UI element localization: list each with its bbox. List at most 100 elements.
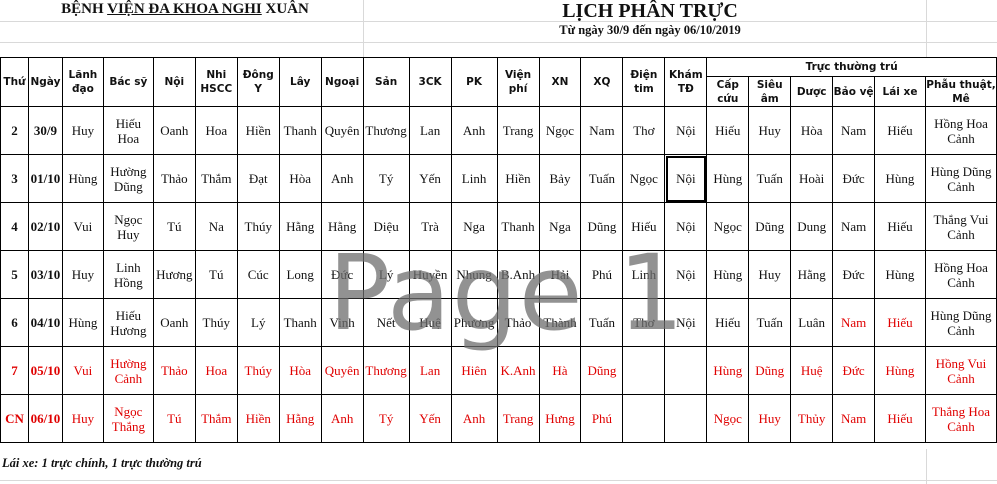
schedule-cell[interactable]: Hùng Dũng Cảnh — [924, 298, 997, 347]
schedule-cell[interactable]: Thúy — [236, 202, 280, 251]
schedule-cell[interactable]: Hiếu — [706, 106, 750, 155]
schedule-cell[interactable]: Nết — [362, 298, 410, 347]
schedule-cell[interactable]: Bảy — [538, 154, 582, 203]
schedule-cell[interactable]: Ngọc — [706, 394, 750, 443]
schedule-cell[interactable]: Huy — [61, 394, 104, 443]
schedule-cell[interactable]: Huy — [748, 250, 792, 299]
schedule-cell[interactable]: Tuấn — [580, 154, 624, 203]
schedule-cell[interactable]: Hòa — [278, 346, 322, 395]
schedule-cell[interactable]: Phương — [450, 298, 498, 347]
schedule-cell[interactable]: Lan — [408, 346, 452, 395]
schedule-cell[interactable]: Nội — [664, 298, 708, 347]
schedule-cell[interactable]: Linh — [450, 154, 498, 203]
schedule-cell[interactable]: Thương — [362, 346, 410, 395]
schedule-cell[interactable]: Nam — [832, 298, 876, 347]
schedule-cell[interactable]: Huyền — [408, 250, 452, 299]
schedule-cell[interactable]: Ngọc — [706, 202, 750, 251]
schedule-cell[interactable]: Vui — [61, 202, 104, 251]
schedule-cell[interactable] — [622, 346, 666, 395]
schedule-cell[interactable]: B.Anh — [496, 250, 540, 299]
schedule-cell[interactable]: Thảo — [152, 154, 196, 203]
schedule-cell[interactable]: Hùng — [61, 298, 104, 347]
schedule-cell[interactable]: Yến — [408, 394, 452, 443]
schedule-cell[interactable]: Linh Hồng — [102, 250, 154, 299]
schedule-cell[interactable]: Dũng — [580, 346, 624, 395]
schedule-cell[interactable]: Diệu — [362, 202, 410, 251]
schedule-cell[interactable]: Dũng — [580, 202, 624, 251]
schedule-cell[interactable]: Hùng — [874, 154, 926, 203]
schedule-cell[interactable]: Tú — [152, 394, 196, 443]
schedule-cell[interactable]: Hoài — [790, 154, 834, 203]
schedule-cell[interactable]: Đức — [832, 154, 876, 203]
schedule-cell[interactable]: Đức — [320, 250, 364, 299]
schedule-cell[interactable]: Vinh — [320, 298, 364, 347]
schedule-cell[interactable]: Hải — [538, 250, 582, 299]
schedule-cell[interactable]: Hiếu — [622, 202, 666, 251]
schedule-cell[interactable]: Hùng — [706, 346, 750, 395]
schedule-cell[interactable]: Oanh — [152, 298, 196, 347]
schedule-cell[interactable]: Hùng — [874, 250, 926, 299]
schedule-cell[interactable]: Oanh — [152, 106, 196, 155]
schedule-cell[interactable]: K.Anh — [496, 346, 540, 395]
schedule-cell[interactable]: Thảo — [152, 346, 196, 395]
schedule-cell[interactable]: Hồng Vui Cảnh — [924, 346, 997, 395]
schedule-cell[interactable]: Nam — [832, 394, 876, 443]
schedule-cell[interactable]: Anh — [450, 106, 498, 155]
schedule-cell[interactable]: Hằng — [790, 250, 834, 299]
schedule-cell[interactable]: Ngọc Huy — [102, 202, 154, 251]
schedule-cell[interactable]: Hiếu — [874, 298, 926, 347]
schedule-cell[interactable]: Hùng Dũng Cảnh — [924, 154, 997, 203]
schedule-cell[interactable]: Hiên — [450, 346, 498, 395]
schedule-cell[interactable]: Nhung — [450, 250, 498, 299]
schedule-cell[interactable]: Nội — [664, 250, 708, 299]
schedule-cell[interactable]: Thủy — [790, 394, 834, 443]
schedule-cell[interactable]: Hồng Hoa Cảnh — [924, 250, 997, 299]
schedule-cell[interactable]: Tú — [152, 202, 196, 251]
schedule-cell[interactable]: Thơ — [622, 106, 666, 155]
schedule-cell[interactable]: Hường Dũng — [102, 154, 154, 203]
schedule-cell[interactable]: Thúy — [236, 346, 280, 395]
schedule-cell[interactable]: Tý — [362, 154, 410, 203]
schedule-cell[interactable]: Đức — [832, 346, 876, 395]
schedule-cell[interactable]: Ngọc — [538, 106, 582, 155]
schedule-cell[interactable]: Ngọc — [622, 154, 666, 203]
schedule-cell[interactable]: Thảo — [496, 298, 540, 347]
schedule-cell[interactable]: Hòa — [278, 154, 322, 203]
schedule-cell[interactable]: Hiếu Hoa — [102, 106, 154, 155]
schedule-cell[interactable]: Thắm — [194, 394, 238, 443]
schedule-cell[interactable]: Thành — [538, 298, 582, 347]
schedule-cell[interactable]: Hương — [152, 250, 196, 299]
schedule-cell[interactable]: Hường Cảnh — [102, 346, 154, 395]
schedule-cell[interactable]: Trà — [408, 202, 452, 251]
schedule-cell[interactable]: Long — [278, 250, 322, 299]
schedule-cell[interactable]: Nội — [664, 202, 708, 251]
schedule-cell[interactable]: Hồng Hoa Cảnh — [924, 106, 997, 155]
schedule-cell[interactable] — [664, 394, 708, 443]
schedule-cell[interactable]: Dũng — [748, 346, 792, 395]
schedule-cell[interactable]: Hằng — [320, 202, 364, 251]
schedule-cell[interactable]: Nga — [450, 202, 498, 251]
schedule-cell[interactable]: Dũng — [748, 202, 792, 251]
schedule-cell[interactable]: Hiền — [236, 394, 280, 443]
schedule-cell[interactable]: Dung — [790, 202, 834, 251]
schedule-cell[interactable]: Hoa — [194, 106, 238, 155]
schedule-cell[interactable]: Nội — [664, 106, 708, 155]
schedule-cell[interactable]: Hiếu Hương — [102, 298, 154, 347]
schedule-cell[interactable]: Thắng Vui Cảnh — [924, 202, 997, 251]
schedule-cell[interactable]: Ngọc Thắng — [102, 394, 154, 443]
schedule-cell[interactable]: Lý — [362, 250, 410, 299]
schedule-cell[interactable]: Tú — [194, 250, 238, 299]
schedule-cell[interactable]: Hiếu — [874, 394, 926, 443]
schedule-cell[interactable]: Nam — [580, 106, 624, 155]
schedule-cell[interactable]: Quyên — [320, 106, 364, 155]
schedule-cell[interactable]: Anh — [320, 394, 364, 443]
schedule-cell[interactable]: Đạt — [236, 154, 280, 203]
schedule-cell[interactable]: Hiếu — [874, 106, 926, 155]
schedule-cell[interactable]: Hoa — [194, 346, 238, 395]
schedule-cell[interactable]: Huy — [61, 250, 104, 299]
schedule-cell[interactable]: Luân — [790, 298, 834, 347]
schedule-cell[interactable]: Quyên — [320, 346, 364, 395]
schedule-cell[interactable]: Hiếu — [706, 298, 750, 347]
schedule-cell[interactable]: Yến — [408, 154, 452, 203]
schedule-cell[interactable]: Hiếu — [874, 202, 926, 251]
